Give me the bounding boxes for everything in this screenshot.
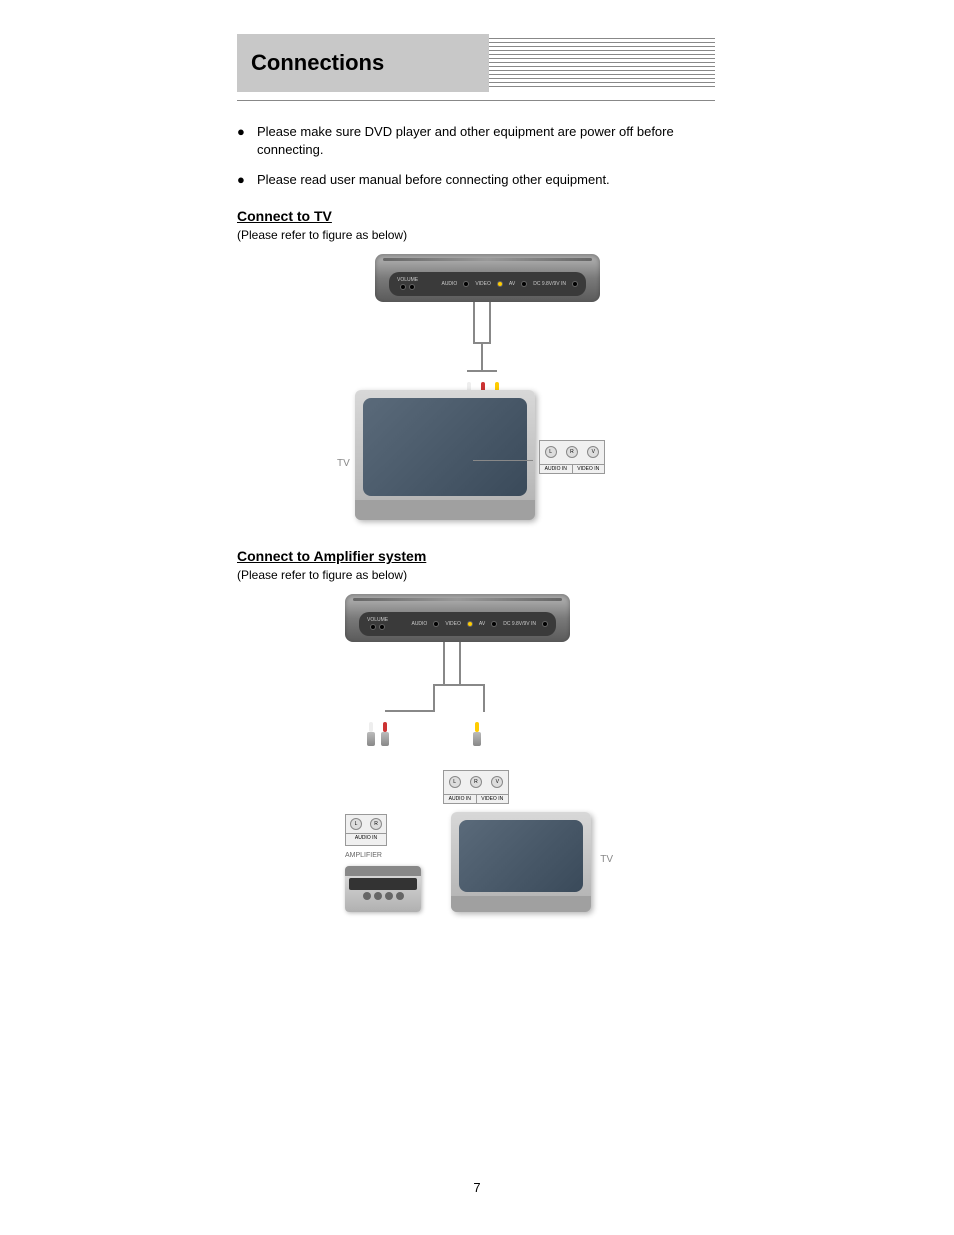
- tv-screen: [363, 398, 527, 496]
- tv-video-in-label: VIDEO IN: [573, 465, 605, 473]
- tv-audio-in-label: AUDIO IN: [540, 465, 573, 473]
- section-heading: Connect to TV: [237, 208, 716, 224]
- cable-splitter: [433, 684, 483, 686]
- page-number: 7: [0, 1180, 954, 1195]
- port-volume-label: VOLUME: [367, 617, 388, 623]
- dc-in-port: [542, 621, 548, 627]
- tv-video-port: V: [587, 446, 599, 458]
- header-decorative-lines: [489, 38, 715, 88]
- instruction-item: Please read user manual before connectin…: [237, 171, 716, 189]
- rca-plug-white: [367, 722, 377, 746]
- tv-base: [451, 896, 591, 912]
- cable-to-amp: [433, 684, 435, 712]
- port-dcin-label: DC 9.8V/9V IN: [503, 621, 536, 627]
- amp-audio-r-port: R: [370, 818, 382, 830]
- volume-down-port: [370, 624, 376, 630]
- port-volume-label: VOLUME: [397, 277, 418, 283]
- tv-device: L R V AUDIO IN VIDEO IN: [355, 390, 535, 520]
- tv-input-panel: L R V AUDIO IN VIDEO IN: [539, 440, 605, 474]
- av-port: [521, 281, 527, 287]
- section-subtitle: (Please refer to figure as below): [237, 228, 716, 242]
- cable: [489, 302, 491, 342]
- tv-video-in-label: VIDEO IN: [477, 795, 509, 803]
- amp-audio-l-port: L: [350, 818, 362, 830]
- section-subtitle: (Please refer to figure as below): [237, 568, 716, 582]
- tv-audio-r-port: R: [470, 776, 482, 788]
- audio-port: [433, 621, 439, 627]
- section-connect-amplifier: Connect to Amplifier system (Please refe…: [237, 548, 716, 912]
- tv-audio-in-label: AUDIO IN: [444, 795, 477, 803]
- tv-audio-l-port: L: [545, 446, 557, 458]
- cable-splitter: [467, 370, 497, 372]
- tv-label: TV: [600, 854, 613, 865]
- volume-up-port: [379, 624, 385, 630]
- volume-down-port: [400, 284, 406, 290]
- amp-input-panel: L R AUDIO IN: [345, 814, 387, 846]
- rca-plug-yellow: [473, 722, 483, 746]
- port-video-label: VIDEO: [475, 281, 491, 287]
- tv-base: [355, 500, 535, 520]
- instruction-list: Please make sure DVD player and other eq…: [237, 123, 716, 190]
- dvd-player-back: VOLUME AUDIO VIDEO AV DC 9.8V/9V IN: [375, 254, 600, 302]
- section-connect-tv: Connect to TV (Please refer to figure as…: [237, 208, 716, 520]
- cable-to-tv: [483, 684, 485, 712]
- cable: [473, 302, 475, 342]
- section-header-box: Connections: [237, 34, 489, 92]
- tv-audio-l-port: L: [449, 776, 461, 788]
- amplifier-label: AMPLIFIER: [345, 852, 382, 859]
- rca-plugs-amp: [367, 722, 391, 746]
- video-port: [497, 281, 503, 287]
- panel-connector-line: [473, 460, 533, 461]
- instruction-item: Please make sure DVD player and other eq…: [237, 123, 716, 159]
- cable: [443, 642, 445, 684]
- tv-screen: [459, 820, 583, 892]
- volume-up-port: [409, 284, 415, 290]
- port-video-label: VIDEO: [445, 621, 461, 627]
- audio-port: [463, 281, 469, 287]
- port-dcin-label: DC 9.8V/9V IN: [533, 281, 566, 287]
- diagram-amplifier-connection: VOLUME AUDIO VIDEO AV DC 9.8V/9V IN: [237, 594, 716, 912]
- port-audio-label: AUDIO: [411, 621, 427, 627]
- dvd-player-back: VOLUME AUDIO VIDEO AV DC 9.8V/9V IN: [345, 594, 570, 642]
- tv-label: TV: [337, 458, 350, 469]
- port-audio-label: AUDIO: [441, 281, 457, 287]
- divider-line: [237, 100, 715, 101]
- amplifier-device: [345, 866, 421, 912]
- dc-in-port: [572, 281, 578, 287]
- cable: [459, 642, 461, 684]
- tv-video-port: V: [491, 776, 503, 788]
- diagram-tv-connection: VOLUME AUDIO VIDEO AV DC 9.8V/9V IN: [237, 254, 716, 520]
- section-heading: Connect to Amplifier system: [237, 548, 716, 564]
- section-title: Connections: [251, 50, 384, 76]
- cable: [481, 342, 483, 372]
- video-port: [467, 621, 473, 627]
- cable-splitter: [385, 710, 435, 712]
- port-av-label: AV: [479, 621, 485, 627]
- rca-plug-red: [381, 722, 391, 746]
- amp-audio-in-label: AUDIO IN: [346, 833, 386, 842]
- tv-audio-r-port: R: [566, 446, 578, 458]
- av-port: [491, 621, 497, 627]
- port-av-label: AV: [509, 281, 515, 287]
- tv-input-panel: L R V AUDIO IN VIDEO IN: [443, 770, 509, 804]
- tv-device: [451, 812, 591, 912]
